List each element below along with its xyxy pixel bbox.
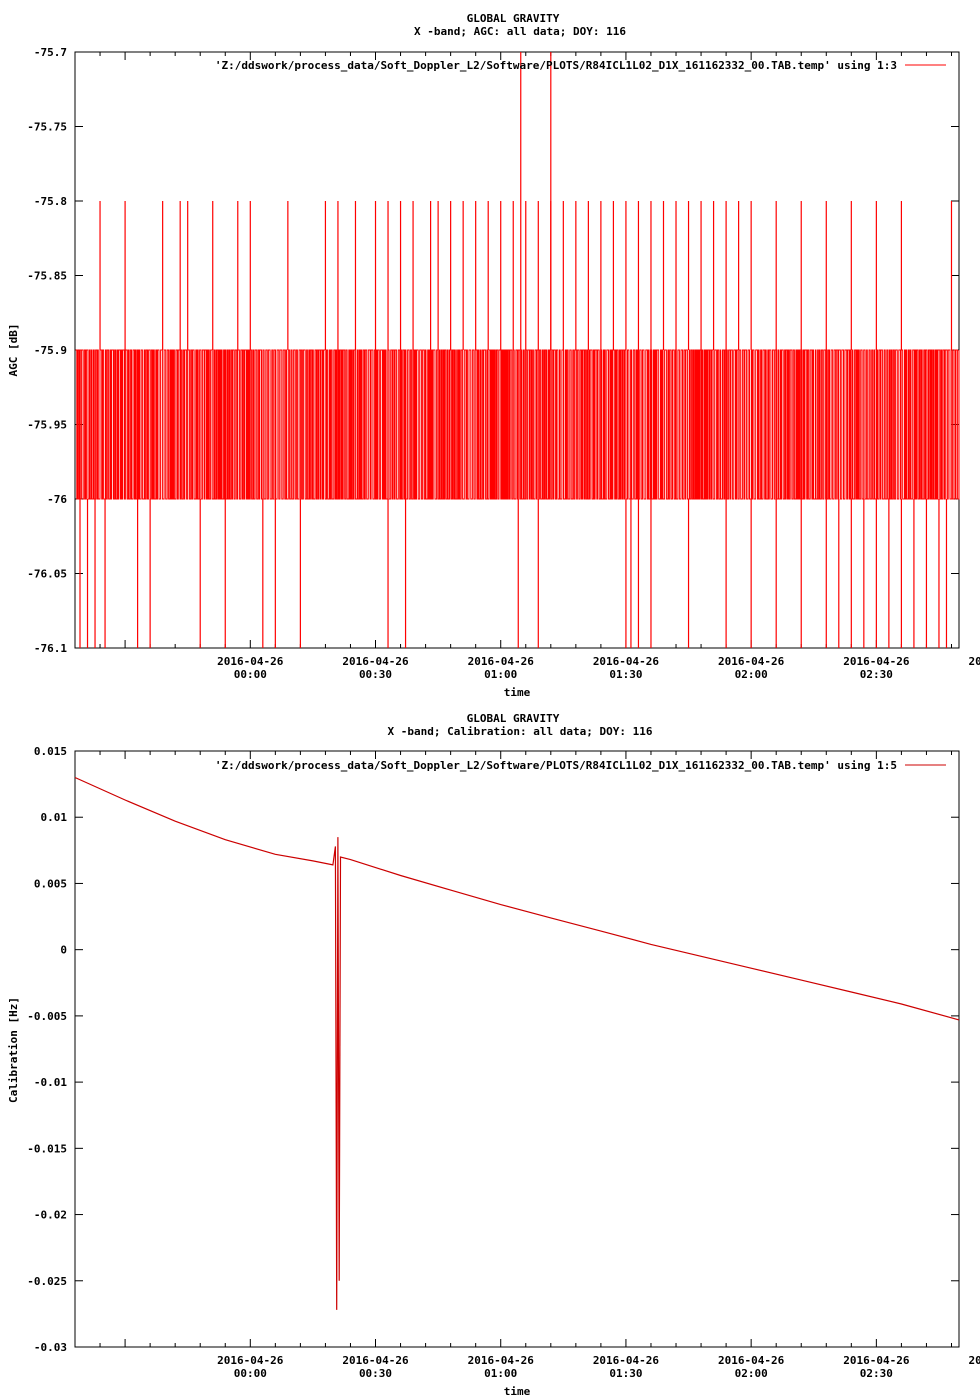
- x-tick-time: 00:30: [359, 1367, 392, 1380]
- x-tick-date: 2016-04-26: [843, 1354, 910, 1367]
- chart-subtitle: X -band; AGC: all data; DOY: 116: [414, 25, 626, 38]
- y-tick-label: 0.01: [41, 811, 68, 824]
- y-tick-label: -75.75: [27, 121, 67, 134]
- x-tick-time: 02:30: [860, 1367, 893, 1380]
- x-tick-time: 00:30: [359, 668, 392, 681]
- legend-label: 'Z:/ddswork/process_data/Soft_Doppler_L2…: [215, 759, 897, 772]
- y-axis-label: AGC [dB]: [7, 324, 20, 377]
- y-tick-label: 0.015: [34, 745, 67, 758]
- y-tick-label: -0.025: [27, 1275, 67, 1288]
- chart-title: GLOBAL GRAVITY: [467, 712, 560, 725]
- x-tick-date: 2016-04-26: [593, 1354, 660, 1367]
- legend-label: 'Z:/ddswork/process_data/Soft_Doppler_L2…: [215, 59, 897, 72]
- chart-title: GLOBAL GRAVITY: [467, 12, 560, 25]
- series-group: [75, 52, 960, 648]
- x-tick-date: 2016-04-26: [468, 655, 535, 668]
- y-tick-label: -75.9: [34, 344, 67, 357]
- x-tick-date: 2016-04-26: [217, 655, 284, 668]
- x-tick-date: 2016-04-26: [342, 1354, 409, 1367]
- y-tick-label: -0.01: [34, 1076, 67, 1089]
- x-tick-time: 01:30: [609, 1367, 642, 1380]
- x-tick-date: 2016-04-26: [468, 1354, 535, 1367]
- x-axis-label: time: [504, 1385, 531, 1398]
- y-tick-label: -75.95: [27, 419, 67, 432]
- y-tick-label: 0.005: [34, 877, 67, 890]
- x-tick-time: 00:00: [234, 1367, 267, 1380]
- y-tick-label: -0.02: [34, 1209, 67, 1222]
- x-tick-date: 2016-04-26: [968, 1354, 980, 1367]
- chart-subtitle: X -band; Calibration: all data; DOY: 116: [388, 725, 653, 738]
- y-axis: 0.015 0.01 0.005 0 -0.005 -0.01 -0.015 -0.02 -0.…: [27, 745, 959, 1354]
- y-tick-label: -75.7: [34, 46, 67, 59]
- x-tick-time: 00:00: [234, 668, 267, 681]
- agc-chart: GLOBAL GRAVITY X -band; AGC: all data; D…: [7, 12, 980, 699]
- series-group: [74, 776, 960, 1310]
- y-tick-label: -75.85: [27, 270, 67, 283]
- x-tick-time: 01:30: [609, 668, 642, 681]
- x-tick-time: 02:00: [735, 1367, 768, 1380]
- x-tick-date: 2016-04-26: [718, 655, 785, 668]
- y-tick-label: -0.015: [27, 1142, 67, 1155]
- x-axis: 2016-04-2600:002016-04-2600:302016-04-26…: [74, 52, 980, 681]
- x-axis: 2016-04-2600:002016-04-2600:302016-04-26…: [74, 751, 980, 1380]
- y-tick-label: -75.8: [34, 195, 67, 208]
- agc-trace: [75, 349, 960, 500]
- x-tick-date: 2016-04-26: [342, 655, 409, 668]
- plot-frame: [74, 750, 960, 1348]
- x-tick-time: 02:30: [860, 668, 893, 681]
- x-tick-date: 2016-04-26: [843, 655, 910, 668]
- calibration-chart: GLOBAL GRAVITY X -band; Calibration: all…: [7, 712, 980, 1398]
- x-tick-date: 2016-04-26: [968, 655, 980, 668]
- calibration-trace: [74, 776, 960, 1310]
- x-tick-time: 01:00: [484, 668, 517, 681]
- y-tick-label: -0.03: [34, 1341, 67, 1354]
- y-tick-label: -0.005: [27, 1010, 67, 1023]
- x-tick-time: 02:00: [735, 668, 768, 681]
- y-axis: -75.7 -75.75 -75.8 -75.85 -75.9 -75.95 -76 -76.…: [27, 46, 959, 655]
- x-tick-time: 01:00: [484, 1367, 517, 1380]
- y-tick-label: -76.1: [34, 642, 67, 655]
- x-tick-date: 2016-04-26: [593, 655, 660, 668]
- x-tick-date: 2016-04-26: [217, 1354, 284, 1367]
- y-axis-label: Calibration [Hz]: [7, 997, 20, 1103]
- x-axis-label: time: [504, 686, 531, 699]
- y-tick-label: -76.05: [27, 568, 67, 581]
- x-tick-date: 2016-04-26: [718, 1354, 785, 1367]
- y-tick-label: 0: [60, 944, 67, 957]
- y-tick-label: -76: [47, 493, 67, 506]
